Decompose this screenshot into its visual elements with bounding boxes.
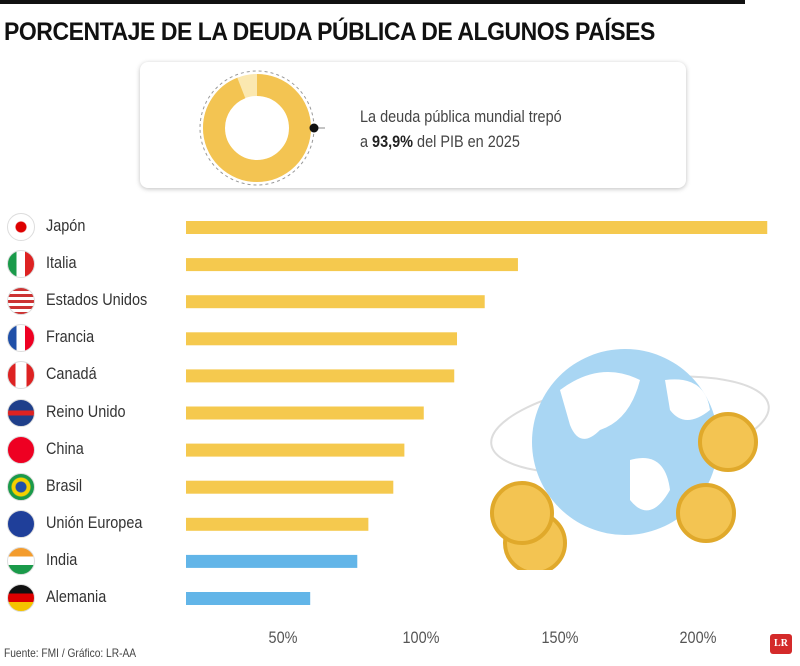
bar-8: [186, 517, 369, 531]
chart-title: PORCENTAJE DE LA DEUDA PÚBLICA DE ALGUNO…: [4, 18, 655, 46]
callout-line2: a 93,9% del PIB en 2025: [360, 129, 562, 154]
bar-0: [186, 221, 768, 234]
china-flag-icon: [7, 435, 35, 464]
eu-flag-icon: [7, 509, 35, 538]
category-label: Francia: [46, 327, 95, 347]
bar-3: [186, 332, 458, 346]
callout-prefix: a: [360, 132, 373, 151]
x-tick-label: 200%: [679, 628, 717, 647]
usa-flag-icon: [7, 287, 35, 316]
bar-5: [186, 406, 424, 420]
bar-1: [186, 258, 518, 272]
x-tick-label: 100%: [402, 628, 440, 647]
brazil-flag-icon: [7, 472, 35, 501]
callout-text: La deuda pública mundial trepó a 93,9% d…: [360, 104, 562, 154]
x-tick-label: 150%: [541, 628, 578, 647]
donut-value-arc: [203, 74, 311, 182]
category-label: Brasil: [46, 475, 83, 495]
bar-7: [186, 480, 394, 494]
continent: [630, 458, 670, 511]
callout-value: 93,9%: [372, 132, 414, 151]
uk-flag-icon: [7, 398, 35, 427]
category-label: Alemania: [46, 587, 107, 606]
globe-illustration: [490, 349, 770, 570]
category-label: India: [46, 549, 78, 569]
source-note: Fuente: FMI / Gráfico: LR-AA: [4, 646, 137, 660]
bar-6: [186, 443, 405, 457]
france-flag-icon: [7, 324, 35, 353]
india-flag-icon: [7, 546, 35, 575]
category-label: Estados Unidos: [46, 290, 148, 310]
continent: [665, 379, 710, 420]
category-label: Reino Unido: [46, 401, 126, 421]
bar-2: [186, 295, 485, 309]
bar-10: [186, 592, 311, 605]
callout-suffix: del PIB en 2025: [413, 132, 520, 151]
germany-flag-icon: [7, 584, 35, 612]
category-label: Canadá: [46, 364, 97, 384]
japan-flag-icon: [7, 213, 35, 241]
x-tick-label: 50%: [268, 628, 297, 647]
bar-9: [186, 554, 358, 568]
donut-chart: [199, 70, 325, 186]
bar-4: [186, 369, 455, 383]
coin-icon: [490, 481, 554, 545]
category-label: Unión Europea: [46, 512, 143, 532]
top-rule: [0, 0, 745, 4]
continent: [560, 372, 640, 439]
callout-line1: La deuda pública mundial trepó: [360, 107, 562, 126]
callout-dot: [309, 123, 319, 133]
category-label: Japón: [46, 216, 86, 235]
lr-logo: LR: [770, 634, 792, 654]
coin-icon: [676, 483, 736, 543]
category-label: China: [46, 438, 84, 458]
coin-icon: [698, 412, 758, 472]
italy-flag-icon: [7, 250, 35, 279]
canada-flag-icon: [7, 361, 35, 390]
category-label: Italia: [46, 253, 77, 273]
